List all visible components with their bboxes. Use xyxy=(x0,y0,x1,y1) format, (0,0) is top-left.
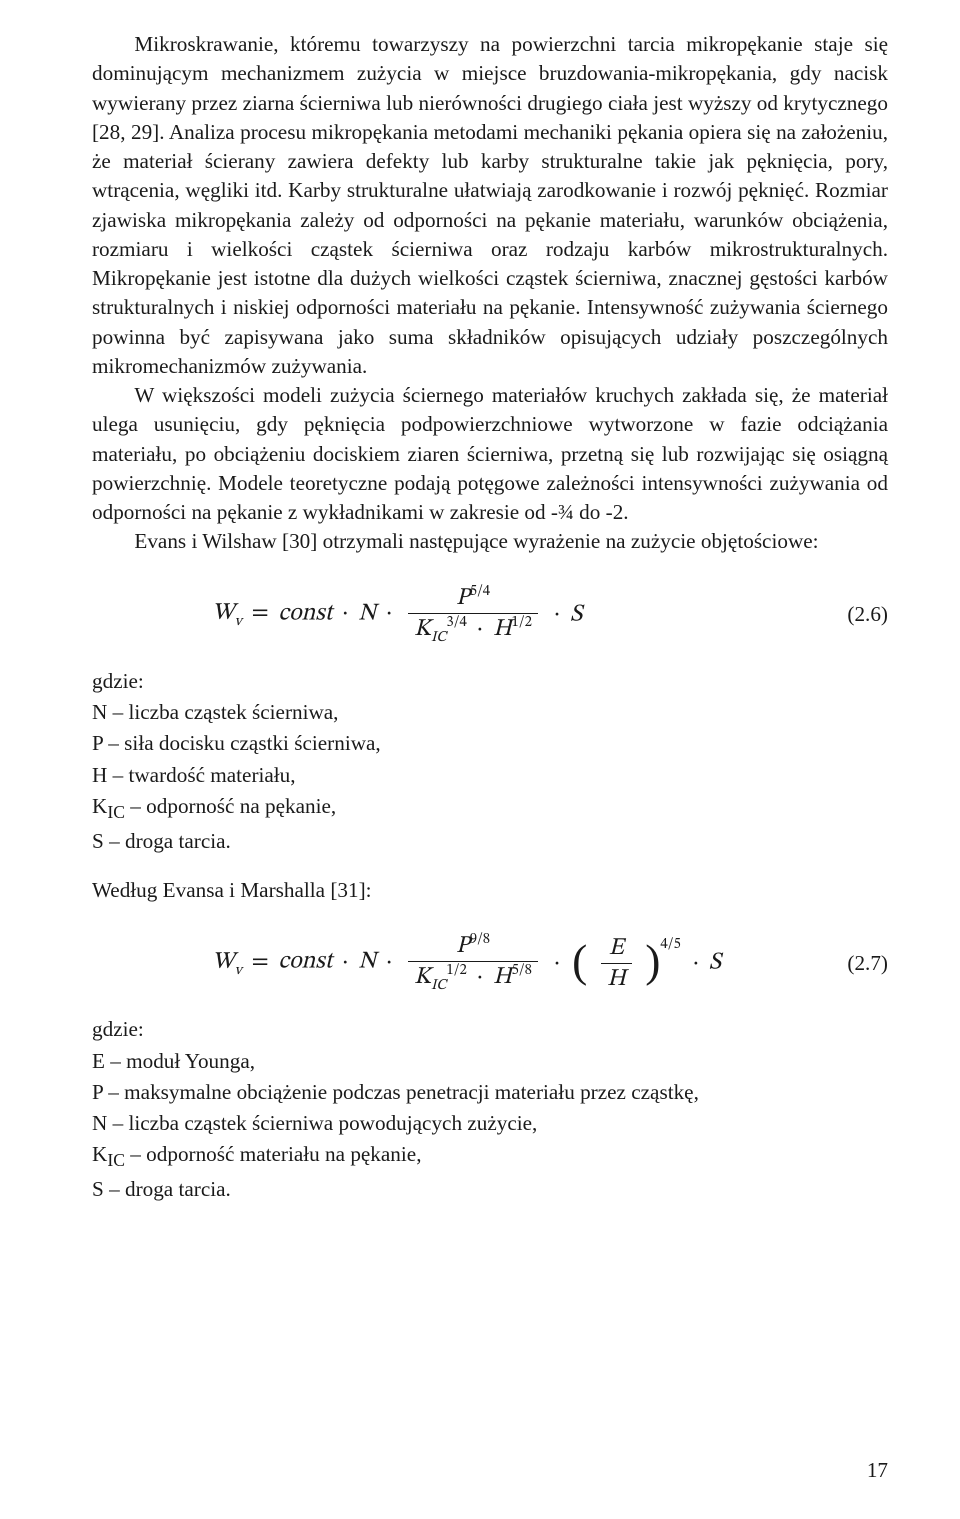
paragraph-2: W większości modeli zużycia ściernego ma… xyxy=(92,381,888,527)
eq27-paren: ( E H )4/5 xyxy=(572,933,681,994)
def-Ncount: N – liczba cząstek ścierniwa powodującyc… xyxy=(92,1109,888,1138)
def-Pmax: P – maksymalne obciążenie podczas penetr… xyxy=(92,1078,888,1107)
equation-2-7: Wv = const · N · P9/8 KIC1/2 · H5/8 · xyxy=(92,931,888,995)
where-label-2: gdzie: xyxy=(92,1015,888,1044)
def-H: H – twardość materiału, xyxy=(92,761,888,790)
eq26-const: const xyxy=(278,601,332,625)
def-S: S – droga tarcia. xyxy=(92,827,888,856)
equation-number-2-6: (2.6) xyxy=(847,600,888,629)
page: Mikroskrawanie, któremu towarzyszy na po… xyxy=(0,0,960,1519)
eq26-N: N xyxy=(358,601,376,625)
equation-2-6: Wv = const · N · P5/4 KIC3/4 · H1/2 · S xyxy=(92,583,888,647)
def-N: N – liczba cząstek ścierniwa, xyxy=(92,698,888,727)
equals-sign: = xyxy=(247,950,272,974)
eq26-fraction: P5/4 KIC3/4 · H1/2 xyxy=(408,583,538,647)
paragraph-3: Evans i Wilshaw [30] otrzymali następują… xyxy=(92,527,888,556)
definitions-2-7: gdzie: E – moduł Younga, P – maksymalne … xyxy=(92,1015,888,1204)
page-number: 17 xyxy=(867,1456,888,1485)
def-KIC: KIC – odporność na pękanie, xyxy=(92,792,888,825)
where-label: gdzie: xyxy=(92,667,888,696)
def-P: P – siła docisku cząstki ścierniwa, xyxy=(92,729,888,758)
def-S-2: S – droga tarcia. xyxy=(92,1175,888,1204)
def-KIC-2: KIC – odporność materiału na pękanie, xyxy=(92,1140,888,1173)
eq27-S: S xyxy=(709,951,721,975)
eq27-N: N xyxy=(358,950,376,974)
eq27-const: const xyxy=(278,950,332,974)
eq26-Wv: Wv xyxy=(212,601,242,625)
eq27-fraction-1: P9/8 KIC1/2 · H5/8 xyxy=(408,931,538,995)
paragraph-1: Mikroskrawanie, któremu towarzyszy na po… xyxy=(92,30,888,381)
equals-sign: = xyxy=(247,601,272,625)
definitions-2-6: gdzie: N – liczba cząstek ścierniwa, P –… xyxy=(92,667,888,856)
def-E: E – moduł Younga, xyxy=(92,1047,888,1076)
eq26-S: S xyxy=(570,602,582,626)
equation-number-2-7: (2.7) xyxy=(847,949,888,978)
paragraph-4: Według Evansa i Marshalla [31]: xyxy=(92,876,888,905)
eq27-Wv: Wv xyxy=(212,950,242,974)
